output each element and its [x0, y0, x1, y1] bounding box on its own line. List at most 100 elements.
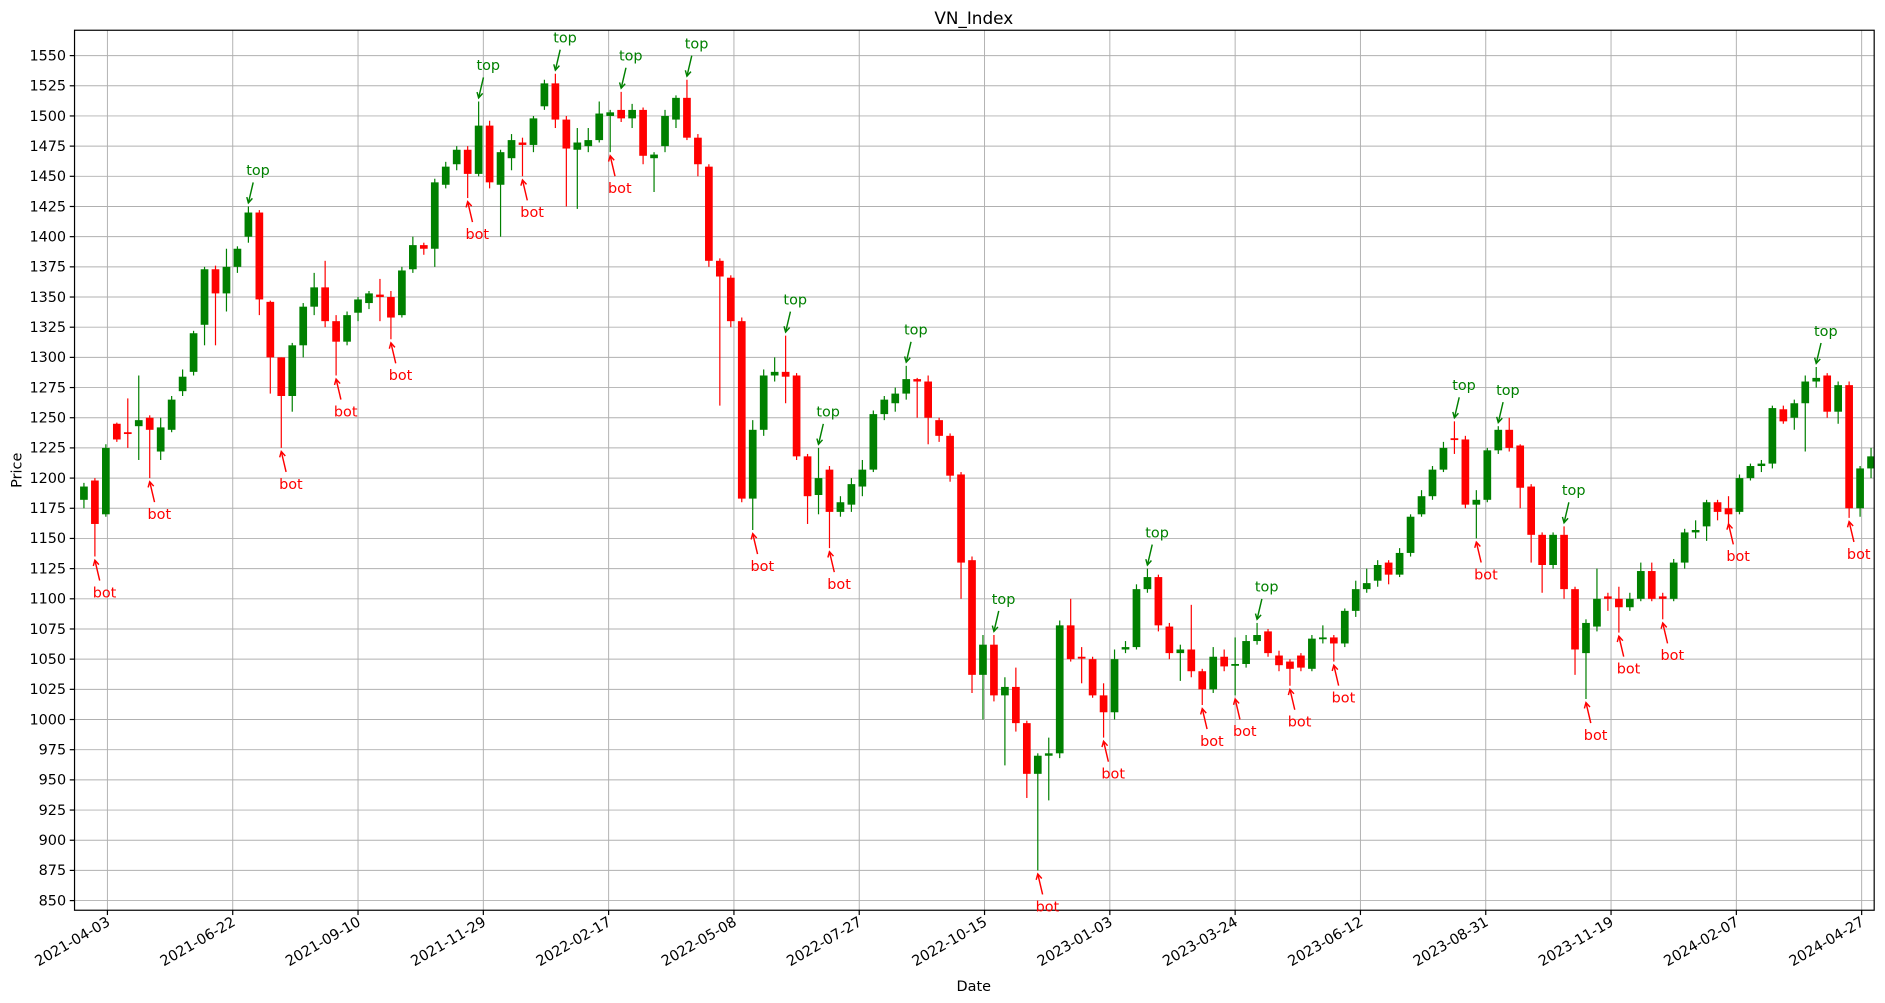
annotation-arrow: [466, 201, 474, 223]
candle-body: [1582, 622, 1590, 654]
annotation-arrow: [1256, 598, 1263, 620]
annotation-label: bot: [1288, 715, 1312, 731]
candle-body: [1735, 478, 1744, 512]
annotation-arrow: [1848, 521, 1855, 543]
candle-body: [968, 560, 976, 675]
annotation-arrowhead: [278, 450, 286, 458]
candle-body: [1132, 589, 1141, 648]
candle-body: [825, 469, 834, 512]
annotation-label: top: [1145, 525, 1169, 541]
candle-body: [1165, 626, 1174, 654]
candle-body: [409, 245, 417, 270]
annotation-arrowhead: [1561, 516, 1569, 525]
candle-body: [518, 142, 527, 145]
annotation-arrowhead: [147, 480, 155, 488]
candle-body: [1450, 438, 1459, 441]
candle-body: [1768, 408, 1777, 464]
annotation-arrow: [686, 55, 693, 77]
annotation-arrowhead: [333, 377, 341, 386]
candle-body: [1636, 571, 1645, 599]
candle-body: [1033, 755, 1042, 774]
annotation-arrowhead: [991, 625, 999, 633]
candle-body: [91, 480, 99, 524]
y-tick-label: 1225: [29, 441, 66, 457]
annotation-label: bot: [465, 227, 489, 243]
annotation-arrow: [1333, 665, 1340, 686]
candle-body: [770, 371, 779, 376]
candle-body: [869, 414, 878, 470]
x-axis-label: Date: [957, 979, 992, 995]
candle-body: [354, 299, 362, 313]
candle-body: [233, 248, 242, 267]
candle-body: [683, 97, 691, 138]
candle-body: [1308, 638, 1316, 669]
annotation-arrowhead: [1474, 540, 1481, 549]
annotation-arrow: [817, 423, 825, 445]
y-tick-label: 900: [39, 833, 67, 849]
annotation-label: top: [619, 49, 643, 65]
candle-body: [1713, 502, 1722, 512]
candle-body: [891, 393, 900, 404]
candle-body: [1494, 429, 1503, 451]
candle-body: [288, 345, 297, 397]
y-tick-label: 1300: [29, 350, 66, 366]
candle-body: [167, 399, 176, 430]
candle-body: [430, 182, 439, 249]
y-tick-label: 1525: [29, 79, 66, 95]
annotation-label: bot: [1847, 547, 1871, 563]
annotation-arrowhead: [618, 82, 626, 90]
candle-body: [266, 301, 275, 358]
annotation-label: top: [685, 36, 709, 52]
candle-body: [1329, 637, 1338, 644]
annotation-label: top: [904, 323, 928, 339]
candle-body: [715, 260, 724, 277]
candle-body: [1275, 655, 1283, 666]
candle-body: [628, 109, 636, 119]
annotation-label: top: [1814, 324, 1838, 340]
candle-body: [1834, 385, 1843, 412]
candle-body: [726, 277, 735, 322]
candle-body: [759, 375, 768, 430]
annotation-arrowhead: [1495, 416, 1503, 425]
candle-body: [474, 125, 483, 174]
candle-body: [1702, 502, 1711, 527]
candle-body: [1055, 625, 1064, 754]
candle-body: [156, 427, 165, 452]
annotation-arrowhead: [1616, 634, 1624, 643]
annotation-label: top: [553, 30, 577, 46]
candle-body: [847, 484, 856, 505]
candle-body: [1012, 686, 1020, 724]
annotation-arrow: [477, 77, 485, 99]
candle-body: [1187, 649, 1196, 672]
annotation-label: top: [816, 405, 840, 421]
annotation-arrowhead: [1101, 739, 1109, 748]
annotation-label: bot: [1661, 648, 1685, 664]
annotation-arrow: [1475, 541, 1482, 563]
y-tick-label: 925: [39, 803, 67, 819]
annotation-label: bot: [148, 507, 172, 523]
annotation-arrowhead: [1232, 697, 1240, 705]
candle-body: [1691, 529, 1700, 533]
candle-body: [244, 212, 253, 237]
candle-body: [1428, 469, 1437, 497]
candle-body: [310, 287, 319, 307]
y-tick-label: 850: [39, 893, 67, 909]
candle-body: [200, 269, 209, 325]
candle-body: [1121, 647, 1130, 650]
annotation-arrow: [1289, 689, 1296, 710]
candle-body: [595, 113, 604, 141]
annotation-arrowhead: [520, 178, 528, 186]
candle-body: [803, 456, 812, 497]
candle-body: [1253, 635, 1261, 642]
y-tick-label: 1150: [29, 531, 66, 547]
y-tick-label: 1075: [29, 622, 66, 638]
candle-body: [102, 447, 110, 515]
candle-body: [1505, 429, 1514, 448]
candle-body: [321, 287, 329, 322]
candle-body: [365, 293, 373, 304]
annotation-label: bot: [751, 559, 775, 575]
annotation-arrowhead: [476, 91, 484, 100]
y-tick-label: 875: [39, 863, 67, 879]
y-tick-label: 1250: [29, 411, 66, 427]
